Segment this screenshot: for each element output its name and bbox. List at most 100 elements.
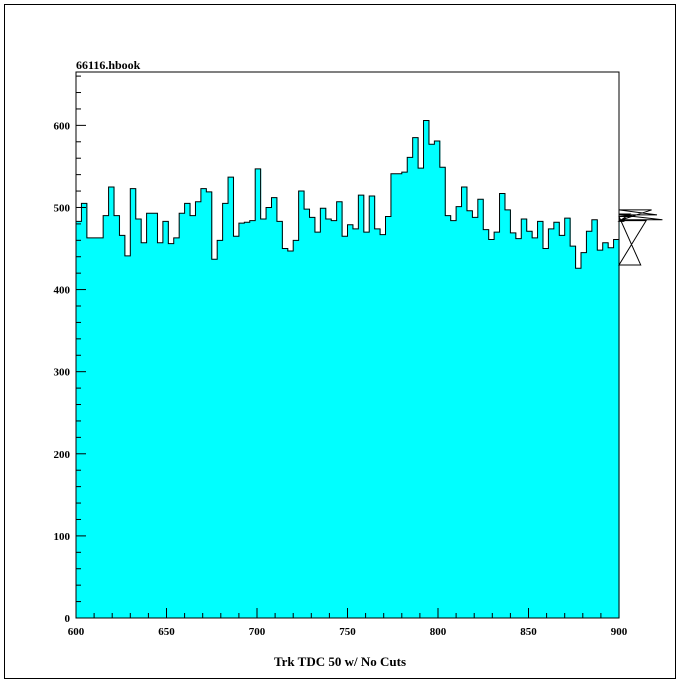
histogram-bars bbox=[76, 120, 620, 619]
histogram-bar bbox=[542, 248, 550, 619]
histogram-bar bbox=[461, 186, 468, 618]
histogram-bar bbox=[184, 203, 191, 619]
histogram-bar bbox=[146, 213, 153, 618]
chart-title: 66116.hbook bbox=[76, 58, 141, 72]
figure-frame bbox=[4, 4, 676, 679]
histogram-bar bbox=[320, 208, 327, 618]
histogram-bar bbox=[336, 201, 343, 618]
histogram-bar bbox=[233, 236, 240, 619]
histogram-bar bbox=[238, 223, 245, 619]
histogram-bar bbox=[526, 231, 533, 618]
histogram-bar bbox=[608, 247, 615, 618]
histogram-bar bbox=[434, 140, 441, 618]
histogram-bar bbox=[575, 268, 582, 618]
histogram-bar bbox=[271, 197, 278, 619]
histogram-bar bbox=[211, 259, 218, 618]
histogram-bar bbox=[244, 222, 251, 618]
histogram-bar bbox=[217, 240, 224, 618]
histogram-bar bbox=[483, 229, 490, 619]
histogram-bar bbox=[591, 219, 598, 618]
histogram-bar bbox=[504, 209, 511, 619]
histogram-bar bbox=[97, 237, 104, 618]
histogram-bar bbox=[287, 250, 294, 618]
histogram-outline bbox=[75, 119, 663, 618]
histogram-bar bbox=[352, 228, 359, 619]
histogram-bar bbox=[401, 172, 408, 618]
histogram-bar bbox=[124, 255, 131, 619]
histogram-bar bbox=[494, 232, 501, 618]
histogram-bar bbox=[195, 201, 202, 618]
histogram-bar bbox=[103, 215, 110, 618]
histogram-bar bbox=[412, 137, 419, 618]
histogram-bar bbox=[282, 248, 289, 619]
histogram-bar bbox=[466, 210, 473, 619]
histogram-bar bbox=[276, 221, 283, 618]
histogram-bar bbox=[331, 220, 338, 618]
histogram-bar bbox=[418, 168, 425, 618]
histogram-bar bbox=[260, 218, 267, 618]
axes: 600 650 700 750 800 850 900 0 100 200 300 400 500 600 bbox=[54, 75, 628, 638]
histogram-bar bbox=[92, 237, 99, 618]
histogram-bar bbox=[309, 217, 316, 619]
histogram-bar bbox=[570, 246, 577, 618]
histogram-bar bbox=[488, 239, 495, 618]
y-tick-label: 400 bbox=[54, 285, 71, 297]
histogram-bar bbox=[548, 228, 555, 619]
histogram-bar bbox=[396, 173, 403, 618]
histogram-bar bbox=[162, 221, 169, 618]
histogram-bar bbox=[157, 242, 164, 619]
x-tick-label: 650 bbox=[158, 626, 175, 638]
histogram-bar bbox=[515, 238, 522, 618]
histogram-bar bbox=[537, 221, 544, 618]
histogram-bar bbox=[130, 188, 137, 618]
histogram-bar bbox=[304, 209, 311, 618]
y-tick-label: 600 bbox=[54, 120, 71, 132]
histogram-bar bbox=[602, 242, 609, 619]
histogram-bar bbox=[200, 188, 207, 618]
histogram-bar bbox=[314, 232, 321, 618]
histogram-bar bbox=[206, 191, 213, 618]
histogram-bar bbox=[255, 168, 262, 618]
histogram-bar bbox=[114, 215, 121, 618]
histogram-bar bbox=[510, 232, 517, 618]
y-tick-label: 500 bbox=[54, 202, 71, 214]
histogram-bar bbox=[249, 220, 256, 618]
histogram-bar bbox=[407, 157, 414, 619]
histogram-bar bbox=[347, 224, 354, 618]
x-tick-label: 850 bbox=[520, 626, 537, 638]
histogram-bar bbox=[559, 235, 566, 619]
y-tick-label: 200 bbox=[54, 449, 71, 461]
histogram-bar bbox=[228, 177, 235, 619]
histogram-bar bbox=[266, 207, 273, 618]
x-tick-label: 800 bbox=[430, 626, 447, 638]
histogram-bar bbox=[358, 195, 365, 618]
histogram-bar bbox=[141, 242, 148, 619]
histogram-bar bbox=[363, 232, 370, 618]
histogram-bar bbox=[293, 240, 300, 618]
y-tick-label: 100 bbox=[54, 531, 71, 543]
histogram-bar bbox=[553, 222, 560, 618]
histogram-bar bbox=[586, 231, 593, 618]
histogram-bar bbox=[81, 203, 88, 619]
histogram-bar bbox=[428, 144, 435, 618]
x-tick-label: 750 bbox=[339, 626, 356, 638]
histogram-bar bbox=[564, 218, 571, 618]
histogram-bar bbox=[450, 220, 457, 618]
histogram-bar bbox=[477, 199, 484, 618]
histogram-bar bbox=[179, 213, 186, 618]
x-tick-label: 900 bbox=[611, 626, 628, 638]
histogram-bar bbox=[325, 218, 332, 618]
histogram-bar bbox=[119, 235, 126, 619]
x-tick-label: 600 bbox=[68, 626, 85, 638]
histogram-bar bbox=[190, 215, 197, 618]
histogram-bar bbox=[369, 195, 376, 618]
x-tick-label: 700 bbox=[249, 626, 266, 638]
histogram-bar bbox=[380, 234, 387, 618]
histogram-bar bbox=[152, 213, 159, 618]
histogram-bar bbox=[423, 120, 430, 618]
y-tick-label: 300 bbox=[54, 367, 71, 379]
histogram-bar bbox=[298, 191, 305, 619]
histogram-bar bbox=[613, 239, 620, 618]
histogram-bar bbox=[168, 243, 175, 618]
